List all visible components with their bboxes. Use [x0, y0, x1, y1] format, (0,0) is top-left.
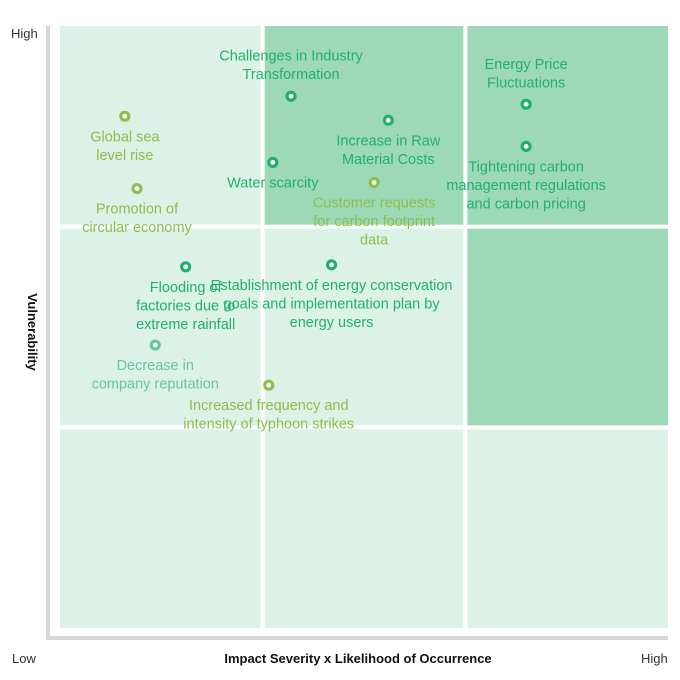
point-label: Increased frequency and — [189, 398, 349, 414]
point-marker[interactable] — [382, 114, 394, 126]
matrix-cell-light — [60, 429, 261, 628]
point-marker[interactable] — [119, 110, 131, 122]
x-axis-label: Impact Severity x Likelihood of Occurren… — [224, 651, 491, 666]
point-label: Global sea — [90, 129, 160, 145]
y-tick-high: High — [11, 26, 38, 41]
point-label: company reputation — [92, 377, 219, 393]
point-label: energy users — [290, 315, 374, 331]
point-label: Challenges in Industry — [219, 49, 363, 65]
point-marker[interactable] — [149, 339, 161, 351]
point-marker[interactable] — [368, 176, 380, 189]
risk-point[interactable]: Decrease in company reputation — [92, 339, 219, 393]
point-label: Flooding of — [150, 280, 223, 296]
point-label: Establishment of energy conservation — [211, 278, 453, 294]
point-label: Decrease in — [117, 358, 194, 374]
point-label: data — [360, 233, 389, 249]
risk-point[interactable]: Water scarcity — [227, 156, 319, 191]
point-marker[interactable] — [263, 379, 275, 391]
matrix-cells — [60, 26, 668, 628]
matrix-cell-light — [264, 228, 464, 426]
point-label: Tightening carbon — [468, 159, 584, 175]
y-axis-label: Vulnerability — [25, 293, 40, 371]
x-tick-low: Low — [12, 651, 36, 666]
risk-point[interactable]: Increase in Raw Material Costs — [336, 114, 441, 168]
point-label: Energy Price — [485, 57, 568, 73]
point-marker[interactable] — [520, 140, 532, 152]
point-label: Water scarcity — [227, 175, 319, 191]
point-marker[interactable] — [285, 90, 297, 102]
risk-point[interactable]: Establishment of energy conservation goal… — [211, 259, 453, 331]
risk-point[interactable]: Challenges in Industry Transformation — [219, 49, 364, 102]
matrix-cell-dark — [264, 26, 464, 225]
matrix-cell-dark — [467, 228, 668, 426]
point-label: Fluctuations — [487, 75, 565, 91]
risk-point[interactable]: Energy Price Fluctuations — [485, 57, 568, 110]
matrix-cell-light — [60, 228, 261, 426]
point-marker[interactable] — [180, 261, 192, 273]
risk-point[interactable]: Tightening carbon management regulations a… — [446, 140, 606, 212]
point-label: and carbon pricing — [466, 196, 585, 212]
point-marker[interactable] — [131, 182, 143, 195]
y-axis-line — [46, 26, 50, 640]
x-axis-line — [46, 636, 668, 640]
point-marker[interactable] — [325, 259, 338, 271]
point-label: level rise — [96, 148, 153, 164]
point-label: goals and implementation plan by — [224, 296, 441, 312]
point-label: circular economy — [82, 220, 192, 236]
risk-point[interactable]: Global sea level rise — [90, 110, 160, 164]
x-tick-high: High — [641, 651, 668, 666]
point-label: Promotion of — [96, 202, 179, 218]
risk-point[interactable]: Customer requests for carbon footprint dat… — [313, 176, 436, 249]
risk-point[interactable]: Increased frequency and intensity of typh… — [183, 379, 354, 433]
matrix-cell-dark — [467, 26, 668, 225]
point-label: for carbon footprint — [313, 214, 435, 230]
point-label: Material Costs — [342, 152, 435, 168]
point-label: Transformation — [243, 67, 340, 83]
matrix-cell-light — [264, 429, 464, 628]
point-label: extreme rainfall — [136, 317, 235, 333]
matrix-cell-light — [467, 429, 668, 628]
data-points: Challenges in Industry Transformation Ener… — [82, 49, 606, 433]
point-label: management regulations — [446, 178, 606, 194]
risk-point[interactable]: Promotion of circular economy — [82, 182, 193, 237]
point-label: intensity of typhoon strikes — [183, 417, 354, 433]
point-marker[interactable] — [267, 156, 279, 169]
point-label: Increase in Raw — [336, 133, 440, 149]
matrix-cell-light — [60, 26, 261, 225]
point-label: factories due to — [136, 298, 235, 314]
point-marker[interactable] — [520, 98, 532, 110]
point-label: Customer requests — [313, 196, 436, 212]
risk-point[interactable]: Flooding of factories due to extreme rainf… — [136, 261, 235, 333]
